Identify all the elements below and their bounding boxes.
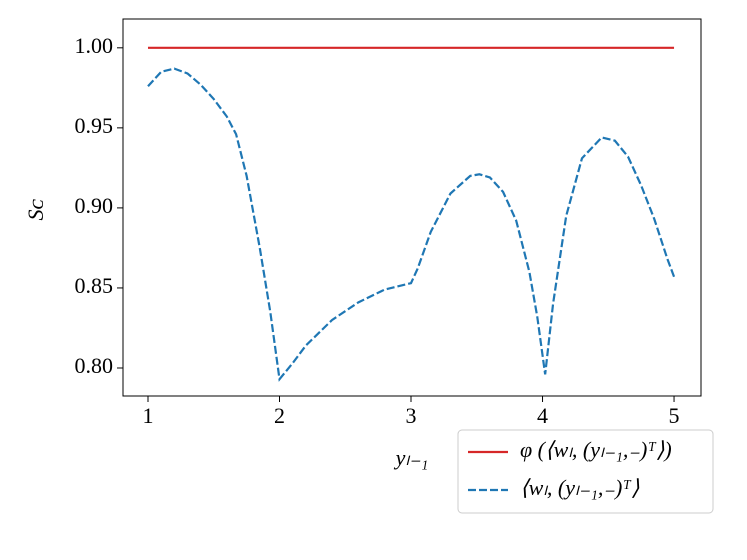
y-tick-label: 0.80 [75,353,114,378]
x-tick-label: 3 [406,403,417,428]
y-tick-label: 0.95 [75,113,114,138]
x-tick-label: 2 [274,403,285,428]
legend-label: φ (⟨wₗ, (yₗ₋₁,₋)ᵀ⟩) [520,437,672,462]
x-tick-label: 1 [142,403,153,428]
x-axis-label: yₗ₋₁ [394,445,429,470]
legend-label: ⟨wₗ, (yₗ₋₁,₋)ᵀ⟩ [520,475,640,500]
axes-frame [122,18,702,397]
legend-box [457,429,714,514]
x-tick-label: 4 [537,403,548,428]
line-series [147,67,676,382]
y-tick-label: 1.00 [75,33,114,58]
y-tick-label: 0.90 [75,193,114,218]
y-tick-label: 0.85 [75,273,114,298]
x-tick-label: 5 [669,403,680,428]
y-axis-label: Sᴄ [23,198,48,220]
